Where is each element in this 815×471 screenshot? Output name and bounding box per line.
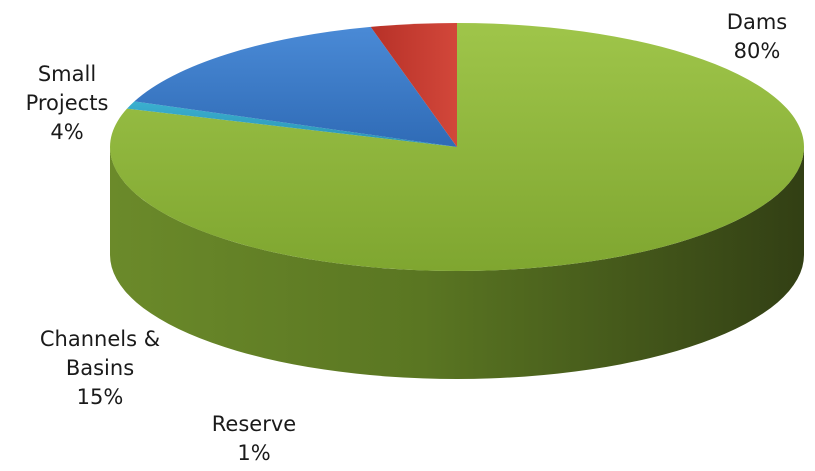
slice-reserve (126, 101, 457, 147)
slice-label-dams: Dams 80% (712, 8, 802, 66)
slice-channels-basins (134, 26, 457, 147)
slice-label-reserve: Reserve 1% (196, 410, 312, 468)
slice-label-dams-line-1: Dams (726, 10, 788, 34)
slice-label-channels-basins: Channels & Basins 15% (20, 325, 180, 412)
slice-small-projects (370, 23, 457, 147)
slice-label-small-projects-line-3: 4% (50, 120, 84, 144)
slice-label-reserve-line-2: 1% (237, 441, 271, 465)
slice-label-small-projects-line-2: Projects (25, 91, 109, 115)
slice-side-dams (110, 147, 804, 379)
slice-label-small-projects-line-1: Small (37, 62, 97, 86)
slice-label-dams-line-2: 80% (733, 39, 781, 63)
slice-label-channels-basins-line-3: 15% (76, 385, 124, 409)
slice-label-reserve-line-1: Reserve (211, 412, 297, 436)
slice-label-channels-basins-line-1: Channels & (39, 327, 161, 351)
slice-label-small-projects: Small Projects 4% (12, 60, 122, 147)
slice-label-channels-basins-line-2: Basins (65, 356, 135, 380)
